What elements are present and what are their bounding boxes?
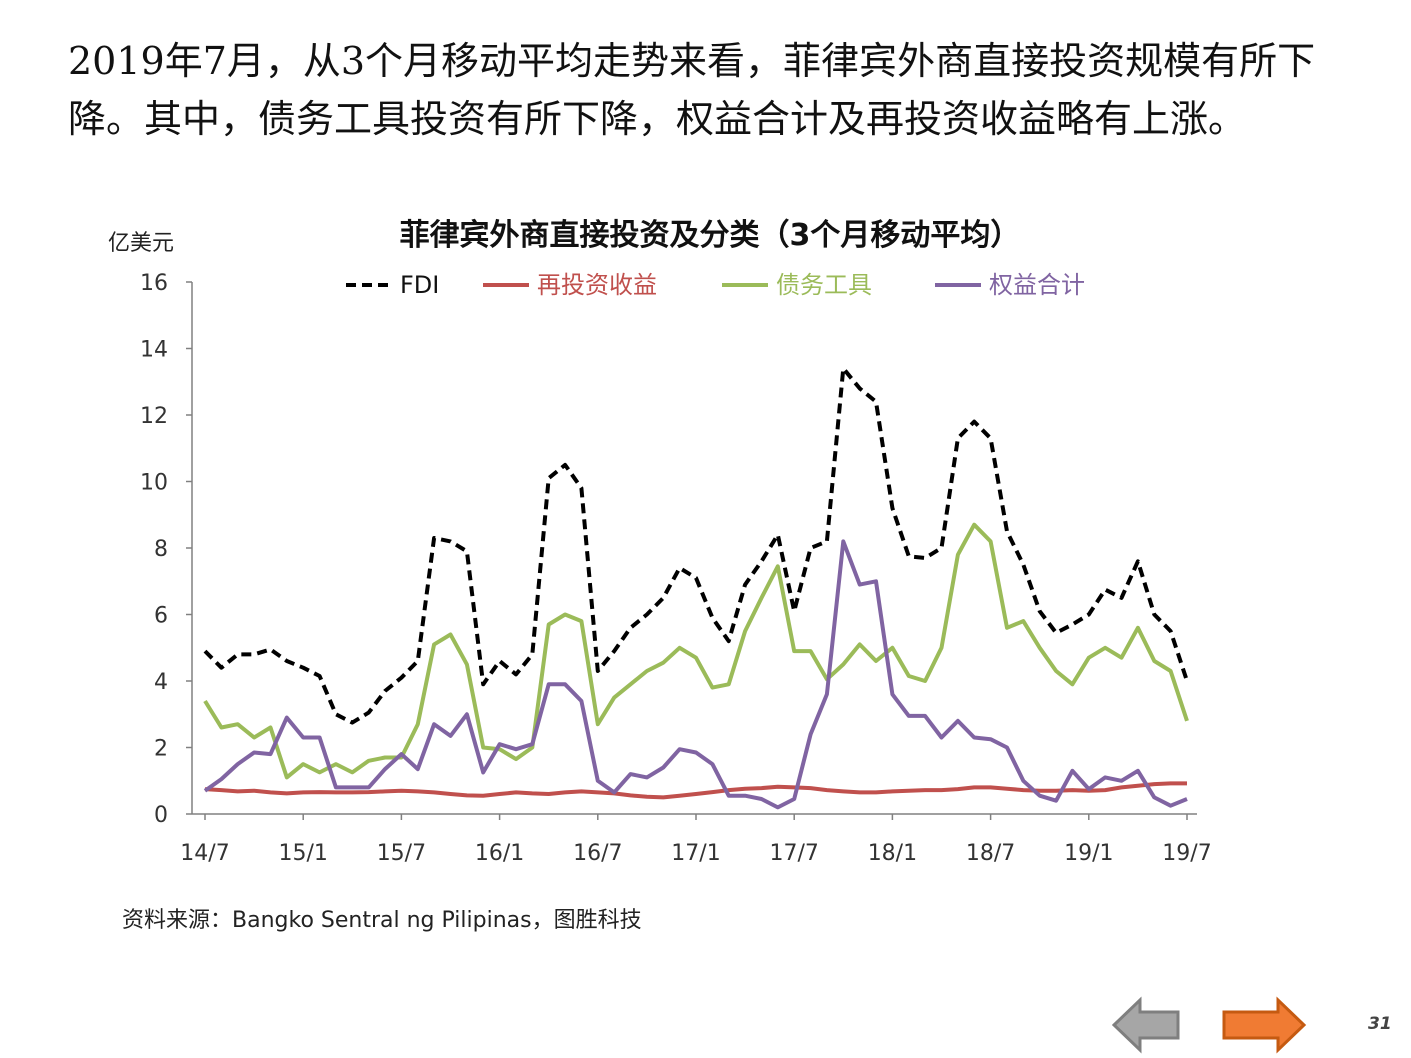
- arrow-left-icon[interactable]: [1112, 996, 1182, 1054]
- intro-text: 2019年7月，从3个月移动平均走势来看，菲律宾外商直接投资规模有所下降。其中，…: [68, 39, 1316, 141]
- series-line-3: [203, 539, 1188, 810]
- y-tick-label: 12: [140, 404, 168, 429]
- x-tick-label: 19/7: [1162, 841, 1211, 866]
- y-tick-label: 0: [154, 803, 168, 828]
- page-number: 31: [1368, 1014, 1392, 1034]
- x-tick-label: 16/1: [475, 841, 524, 866]
- series-line-1: [204, 781, 1187, 800]
- x-tick-label: 18/7: [966, 841, 1015, 866]
- legend-label: 债务工具: [776, 271, 872, 299]
- y-tick-label: 14: [140, 338, 168, 363]
- legend-label: 再投资收益: [537, 271, 657, 299]
- x-tick-label: 15/7: [377, 841, 426, 866]
- y-tick-label: 8: [154, 537, 168, 562]
- x-tick-label: 17/7: [769, 841, 818, 866]
- arrow-right-icon[interactable]: [1222, 996, 1308, 1054]
- legend-label: 权益合计: [989, 271, 1085, 299]
- x-tick-label: 19/1: [1064, 841, 1113, 866]
- x-tick-label: 16/7: [573, 841, 622, 866]
- y-tick-label: 2: [154, 737, 168, 762]
- x-tick-label: 18/1: [868, 841, 917, 866]
- source-note: 资料来源：Bangko Sentral ng Pilipinas，图胜科技: [122, 908, 642, 933]
- x-tick-label: 17/1: [671, 841, 720, 866]
- y-axis-unit-label: 亿美元: [108, 231, 175, 256]
- x-tick-label: 15/1: [278, 841, 327, 866]
- y-tick-label: 4: [154, 670, 168, 695]
- x-tick-label: 14/7: [180, 841, 229, 866]
- y-tick-label: 6: [154, 604, 168, 629]
- y-tick-label: 16: [140, 271, 168, 296]
- chart-title: 菲律宾外商直接投资及分类（3个月移动平均）: [399, 218, 1021, 253]
- y-tick-label: 10: [140, 471, 168, 496]
- legend-label: FDI: [400, 271, 439, 299]
- series-line-2: [203, 522, 1189, 780]
- chart: 0 2 4 6 8 10 12 14 16 14/7 15/1 15/7 16/1 16/7 17/1 17/…: [140, 271, 1212, 866]
- series-line-0: [203, 366, 1189, 725]
